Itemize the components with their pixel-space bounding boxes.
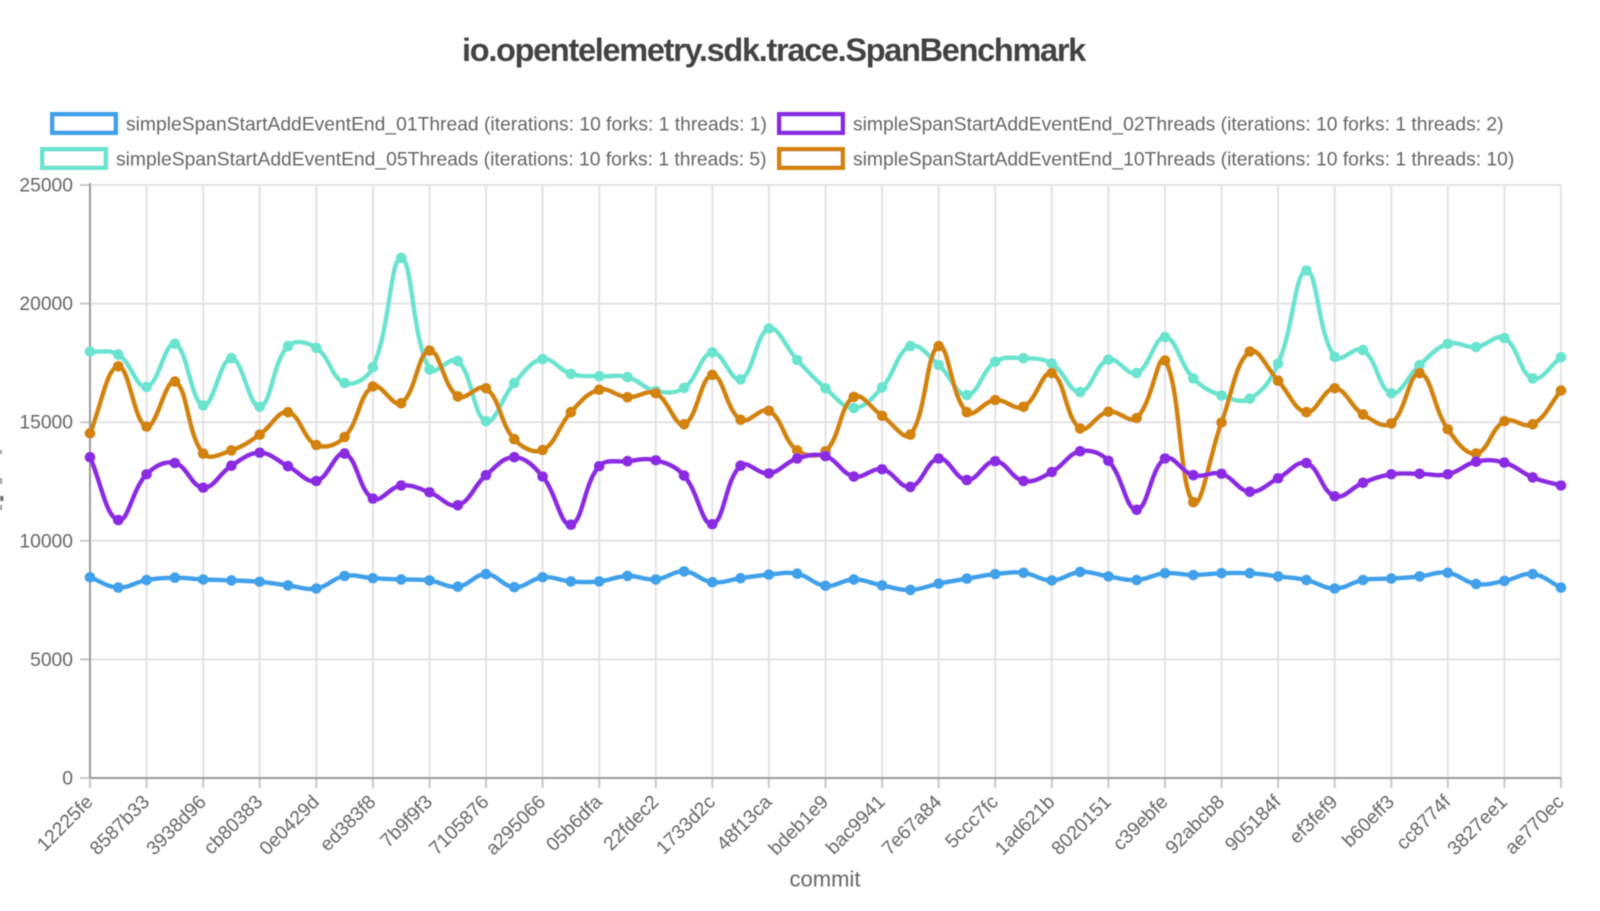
svg-text:20000: 20000: [19, 294, 73, 315]
svg-text:simpleSpanStartAddEventEnd_05T: simpleSpanStartAddEventEnd_05Threads (it…: [116, 150, 767, 171]
svg-text:simpleSpanStartAddEventEnd_02T: simpleSpanStartAddEventEnd_02Threads (it…: [853, 115, 1504, 136]
svg-text:commit: commit: [790, 867, 861, 892]
svg-text:simpleSpanStartAddEventEnd_10T: simpleSpanStartAddEventEnd_10Threads (it…: [853, 150, 1514, 171]
svg-text:io.opentelemetry.sdk.trace.Spa: io.opentelemetry.sdk.trace.SpanBenchmark: [462, 32, 1087, 68]
svg-text:simpleSpanStartAddEventEnd_01T: simpleSpanStartAddEventEnd_01Thread (ite…: [126, 115, 767, 136]
svg-text:5000: 5000: [30, 650, 73, 671]
svg-text:10000: 10000: [19, 531, 73, 552]
svg-text:15000: 15000: [19, 413, 73, 434]
svg-text:0: 0: [62, 769, 73, 790]
svg-text:25000: 25000: [19, 176, 73, 197]
